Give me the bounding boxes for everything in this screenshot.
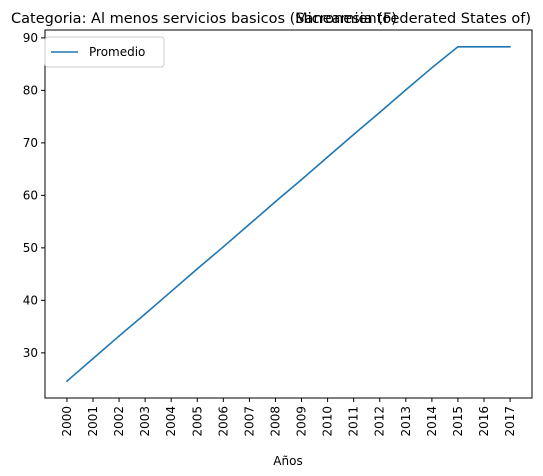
data-point <box>170 290 172 293</box>
x-tick-label: 2004 <box>164 406 178 437</box>
x-tick-label: 2003 <box>138 406 152 437</box>
x-tick-label: 2013 <box>399 406 413 437</box>
series-line-promedio <box>66 45 511 382</box>
x-tick-label: 2001 <box>86 406 100 437</box>
y-tick-label: 80 <box>23 83 38 97</box>
data-point <box>92 357 94 360</box>
x-tick-label: 2014 <box>425 406 439 437</box>
x-tick-label: 2016 <box>477 406 491 437</box>
data-point <box>352 133 355 136</box>
x-tick-label: 2005 <box>190 406 204 437</box>
data-point <box>378 111 381 114</box>
data-point <box>405 89 407 91</box>
x-tick-label: 2017 <box>503 406 517 437</box>
data-point <box>483 45 485 48</box>
data-point <box>509 45 511 48</box>
x-tick-label: 2007 <box>242 406 256 437</box>
x-tick-label: 2015 <box>451 406 465 437</box>
x-axis-label: Años <box>273 454 302 468</box>
data-point <box>431 66 433 69</box>
data-point <box>300 178 303 181</box>
data-point <box>274 200 277 203</box>
x-tick-label: 2008 <box>268 406 282 437</box>
chart-title-left: Categoria: Al menos servicios basicos (S… <box>11 11 397 27</box>
x-tick-label: 2002 <box>112 406 126 437</box>
x-tick-label: 2012 <box>373 406 387 437</box>
data-point <box>222 246 225 248</box>
data-point <box>326 156 329 158</box>
chart-title-right: Micronesia (Federated States of) <box>295 11 531 27</box>
y-tick-label: 50 <box>23 241 38 255</box>
x-tick-label: 2011 <box>347 406 361 437</box>
y-tick-label: 90 <box>23 31 38 45</box>
data-point <box>248 223 251 226</box>
x-tick-label: 2000 <box>60 406 74 437</box>
plot-frame <box>44 29 533 399</box>
y-tick-label: 30 <box>23 346 38 360</box>
x-tick-label: 2009 <box>295 406 309 437</box>
data-point <box>144 313 146 315</box>
y-tick-label: 60 <box>23 188 38 202</box>
y-tick-label: 70 <box>23 136 38 150</box>
x-tick-label: 2010 <box>321 406 335 437</box>
data-point <box>66 380 68 383</box>
data-point <box>118 335 120 337</box>
legend-box <box>44 36 165 68</box>
data-point <box>457 45 459 48</box>
legend-label-promedio: Promedio <box>89 45 145 59</box>
data-point <box>196 268 199 270</box>
y-tick-label: 40 <box>23 293 38 307</box>
x-tick-label: 2006 <box>216 406 230 437</box>
legend: Promedio <box>44 36 165 68</box>
